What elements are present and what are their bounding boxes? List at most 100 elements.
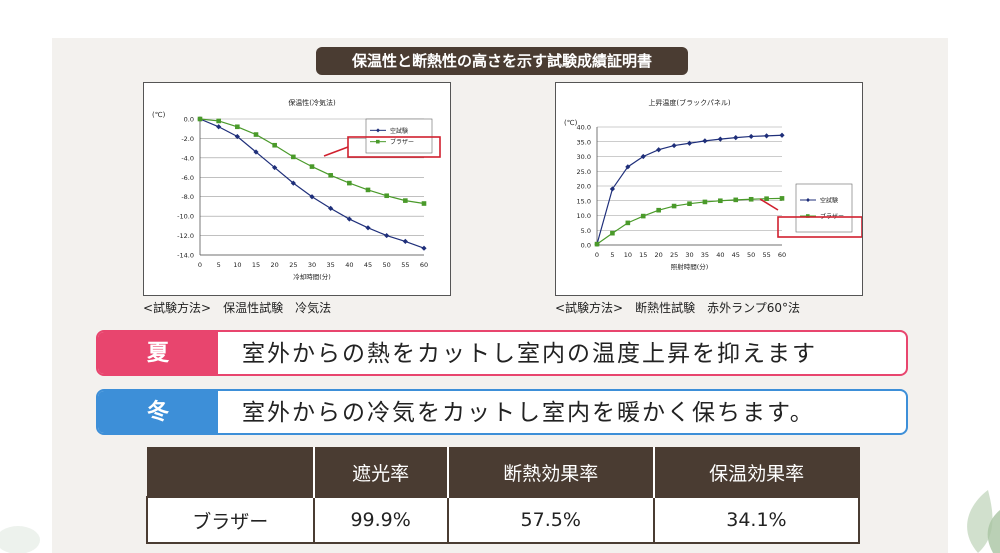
y-tick-label: -12.0 <box>177 232 194 240</box>
data-point-1 <box>594 241 600 247</box>
x-axis-label: 照射時間(分) <box>671 262 709 271</box>
legend-marker-1 <box>376 139 380 144</box>
caption-left: <試験方法> 保温性試験 冷気法 <box>143 301 332 315</box>
y-tick-label: -10.0 <box>177 213 194 221</box>
x-axis-label: 冷却時間(分) <box>293 272 331 281</box>
table-header-heat-insulation: 断熱効果率 <box>446 447 655 498</box>
data-point-0 <box>779 132 785 138</box>
data-point-1 <box>403 198 408 203</box>
x-tick-label: 20 <box>655 251 663 259</box>
data-point-1 <box>328 173 333 178</box>
table-header-blank <box>146 447 315 498</box>
x-tick-label: 25 <box>670 251 678 259</box>
data-point-1 <box>718 198 723 204</box>
y-tick-label: -4.0 <box>181 154 194 162</box>
table-header-heat-retention: 保温効果率 <box>652 447 860 498</box>
y-tick-label: 0.0 <box>184 116 194 124</box>
y-tick-label: 35.0 <box>577 138 591 146</box>
x-tick-label: 20 <box>271 261 279 269</box>
highlight-box <box>777 216 862 238</box>
data-point-1 <box>291 154 296 160</box>
data-point-0 <box>656 147 662 153</box>
data-point-1 <box>779 196 785 201</box>
table-header-shading: 遮光率 <box>312 447 449 498</box>
x-tick-label: 30 <box>308 261 316 269</box>
y-tick-label: 15.0 <box>577 197 591 205</box>
data-point-0 <box>234 133 240 140</box>
season-summer: 夏 室外からの熱をカットし室内の温度上昇を抑えます <box>96 330 908 376</box>
legend-box <box>365 118 433 154</box>
data-point-1 <box>748 196 754 202</box>
data-point-0 <box>216 124 222 130</box>
x-tick-label: 60 <box>778 251 786 259</box>
caption-right: <試験方法> 断熱性試験 赤外ランプ60°法 <box>555 301 801 315</box>
data-point-1 <box>197 116 203 122</box>
y-tick-label: -2.0 <box>181 135 194 143</box>
x-tick-label: 60 <box>420 261 428 269</box>
data-point-0 <box>346 216 352 222</box>
y-tick-label: 25.0 <box>577 168 591 176</box>
data-point-1 <box>253 132 259 137</box>
legend-label-0: 空試験 <box>390 127 408 135</box>
data-point-1 <box>347 180 352 186</box>
highlight-pointer <box>759 198 779 211</box>
data-point-0 <box>702 138 708 144</box>
data-point-1 <box>309 164 315 169</box>
data-point-1 <box>384 193 389 199</box>
data-point-1 <box>272 142 277 148</box>
y-tick-label: 0.0 <box>581 242 591 250</box>
data-point-1 <box>365 187 371 193</box>
x-tick-label: 5 <box>217 261 221 269</box>
data-point-1 <box>733 197 739 203</box>
chart-insulation-cold-air: 保温性(冷気法) (℃) 0.0 -2.0 -4.0 -6.0 -8.0 -10.0 -12.0… <box>143 82 451 296</box>
page-title: 保温性と断熱性の高さを示す試験成績証明書 <box>316 47 688 75</box>
data-point-1 <box>235 124 240 130</box>
chart-heat-shield-infrared: 上昇温度(ブラックパネル) (℃) 40.0 35.0 30.0 25.0 20.0 15.0… <box>555 82 863 296</box>
x-tick-label: 40 <box>345 261 353 269</box>
y-tick-label: -14.0 <box>177 252 194 260</box>
legend-marker-0 <box>806 198 810 202</box>
data-point-1 <box>656 207 661 213</box>
data-point-0 <box>253 149 259 155</box>
x-tick-label: 0 <box>595 251 599 259</box>
data-point-0 <box>733 135 739 141</box>
data-point-1 <box>671 203 677 209</box>
legend-box <box>795 183 853 233</box>
table-row: ブラザー 99.9% 57.5% 34.1% <box>146 496 861 544</box>
legend-marker-1 <box>806 214 810 218</box>
x-tick-label: 35 <box>701 251 709 259</box>
x-tick-label: 10 <box>233 261 241 269</box>
y-tick-label: 5.0 <box>581 227 591 235</box>
results-table: 遮光率 断熱効果率 保温効果率 ブラザー 99.9% 57.5% 34.1% <box>146 447 861 544</box>
chart-0-svg: 保温性(冷気法) (℃) 0.0 -2.0 -4.0 -6.0 -8.0 -10.0 -12.0… <box>152 98 441 281</box>
season-winter: 冬 室外からの冷気をカットし室内を暖かく保ちます。 <box>96 389 908 435</box>
data-point-1 <box>687 201 692 206</box>
chart-title: 保温性(冷気法) <box>288 98 336 107</box>
data-point-1 <box>216 118 221 124</box>
winter-text: 室外からの冷気をカットし室内を暖かく保ちます。 <box>242 400 815 426</box>
x-tick-label: 50 <box>747 251 755 259</box>
data-point-0 <box>640 153 646 160</box>
legend-label-1: ブラザー <box>390 138 414 146</box>
x-tick-label: 55 <box>401 261 409 269</box>
y-tick-label: -8.0 <box>181 193 194 201</box>
data-point-1 <box>640 213 646 219</box>
chart-title: 上昇温度(ブラックパネル) <box>648 98 730 107</box>
x-tick-label: 40 <box>716 251 724 259</box>
data-point-1 <box>764 196 769 201</box>
y-tick-label: 20.0 <box>577 183 591 191</box>
data-point-0 <box>686 140 693 146</box>
x-tick-label: 30 <box>685 251 693 259</box>
data-point-0 <box>421 245 427 251</box>
x-tick-label: 15 <box>639 251 647 259</box>
y-axis-unit: (℃) <box>564 119 578 127</box>
x-tick-label: 5 <box>610 251 614 259</box>
data-point-0 <box>717 136 723 142</box>
data-point-0 <box>763 133 770 139</box>
legend-label-0: 空試験 <box>820 197 838 205</box>
summer-text: 室外からの熱をカットし室内の温度上昇を抑えます <box>242 341 817 367</box>
highlight-pointer <box>323 146 349 157</box>
data-point-0 <box>384 232 390 239</box>
x-tick-label: 35 <box>327 261 335 269</box>
data-point-1 <box>702 199 708 205</box>
